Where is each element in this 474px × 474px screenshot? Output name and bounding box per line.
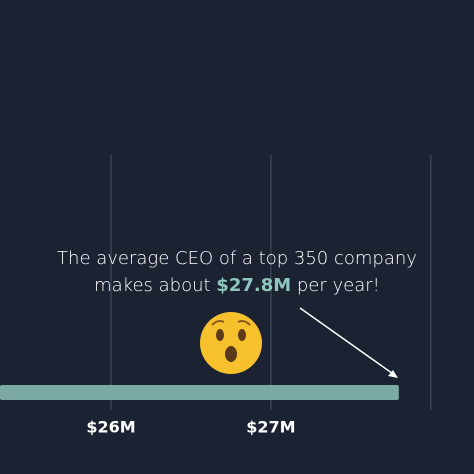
- arrow-head: [388, 370, 398, 378]
- emoji-eye: [238, 329, 246, 341]
- emoji-eye: [216, 329, 224, 341]
- annotation-highlight: $27.8M: [216, 275, 291, 296]
- emoji-mouth: [225, 346, 237, 362]
- x-tick-label: $27M: [246, 418, 295, 437]
- arrow-line: [299, 307, 397, 377]
- annotation-line1: The average CEO of a top 350 company: [57, 248, 417, 269]
- annotation-text: makes about: [94, 275, 216, 296]
- emoji-face: [200, 312, 262, 374]
- x-tick-label: $26M: [86, 418, 135, 437]
- grid: [110, 155, 432, 410]
- arrow: [299, 307, 398, 378]
- annotation-text: per year!: [291, 275, 380, 296]
- emoji-brows: [211, 320, 251, 326]
- annotation-line2: makes about $27.8M per year!: [94, 275, 380, 296]
- emoji: [200, 312, 262, 374]
- bar: [0, 385, 399, 400]
